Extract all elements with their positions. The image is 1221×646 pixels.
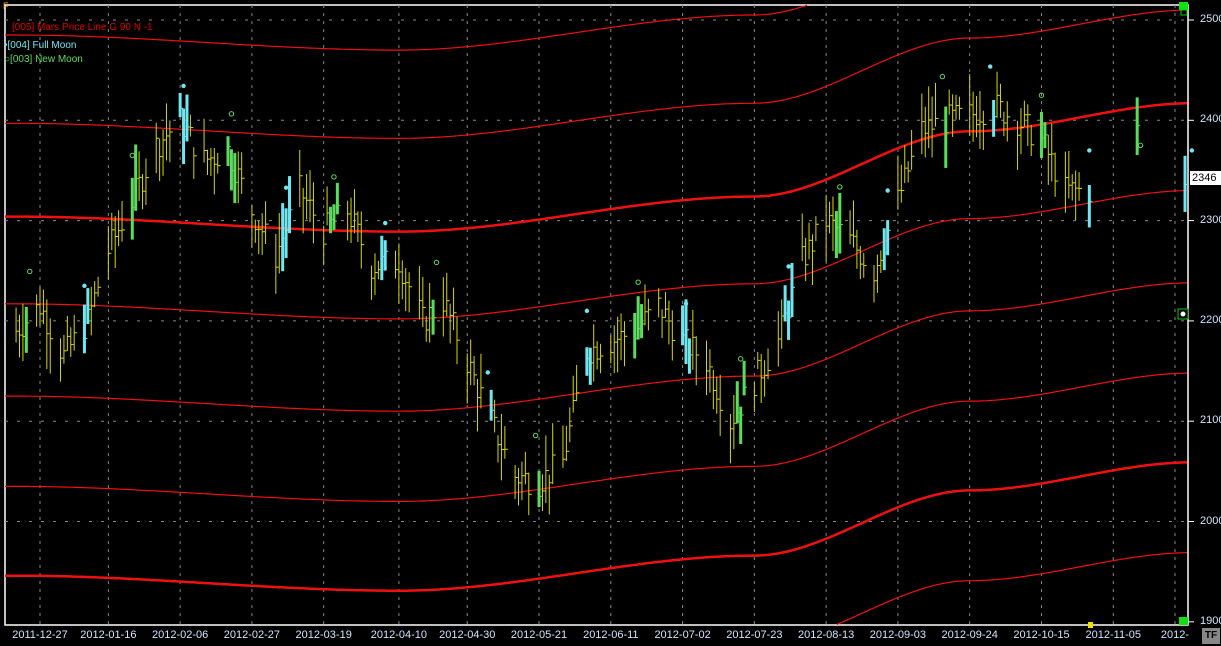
new-moon-marker [837,184,843,190]
y-tick-label: 2500 [1200,13,1221,25]
mars-price-line [5,282,1188,412]
full-moon-icon: • [4,40,8,51]
scroll-bottom-handle [1179,617,1188,625]
new-moon-marker [1038,92,1045,98]
full-moon-marker [82,283,87,288]
legend-new-moon: ○[003] New Moon [4,54,83,65]
mars-price-line [5,9,1187,139]
y-tick-label: 2000 [1200,514,1221,527]
full-moon-marker [786,264,791,269]
x-tick-label: 2011-12-27 [12,629,68,641]
new-moon-marker [331,174,337,180]
last-price-label: 2346 [1190,171,1221,185]
legend-label: [005] Mars Price Line G 90 N -1 [12,22,153,33]
x-tick-label: 2012-04-30 [439,629,496,641]
new-moon-marker [532,432,539,439]
mars-price-line [5,4,808,51]
chart-flag-label: F [3,1,9,11]
price-marker-icon [1179,310,1187,318]
timeframe-button[interactable]: TF [1202,628,1220,644]
plot-frame [4,4,1189,626]
full-moon-marker [1189,148,1195,153]
full-moon-marker [885,188,890,193]
mars-price-line [5,372,1187,502]
new-moon-marker [27,268,33,275]
x-tick-label: 2012-10-15 [1013,629,1070,641]
legend-label: [003] New Moon [10,54,83,65]
new-moon-marker [635,279,641,285]
full-moon-marker [283,185,289,190]
scroll-top-handle [1179,2,1188,10]
new-moon-marker [939,73,946,80]
x-tick-label: 2012-07-02 [654,629,711,641]
full-moon-marker [988,64,993,69]
new-moon-marker [737,356,744,362]
new-moon-marker [129,152,135,159]
y-tick-label: 2300 [1200,213,1221,226]
x-tick-label: 2012-02-06 [151,629,209,641]
full-moon-marker [181,83,186,89]
x-tick-label: 2012- [1160,629,1190,641]
y-tick-label: 1900 [1200,614,1221,627]
full-moon-marker [485,370,490,375]
y-tick-label: 2200 [1200,313,1221,326]
legend-mars-price-line: [005] Mars Price Line G 90 N -1 [4,22,153,33]
new-moon-icon: ○ [4,54,11,65]
x-tick-label: 2012-11-05 [1085,629,1141,641]
x-tick-label: 2012-03-19 [295,629,352,641]
mars-price-line [5,102,1187,233]
scroll-top-icon [1180,9,1188,16]
x-tick-label: 2012-09-03 [869,629,927,641]
new-moon-marker [433,259,440,266]
y-tick-label: 2100 [1200,414,1221,427]
full-moon-marker [1087,148,1092,153]
x-tick-label: 2012-05-21 [510,629,568,641]
new-moon-marker [228,111,235,117]
x-tick-label: 2012-02-27 [223,629,281,641]
x-tick-label: 2012-06-11 [583,629,639,641]
time-cursor-marker [1088,622,1093,628]
full-moon-marker [383,220,388,226]
x-tick-label: 2012-04-10 [370,629,428,641]
full-moon-marker [683,301,689,306]
x-tick-label: 2012-08-13 [797,629,855,641]
x-tick-label: 2012-09-24 [941,629,998,641]
y-tick-label: 2400 [1200,113,1221,126]
new-moon-marker [1137,142,1144,149]
legend-label: [004] Full Moon [7,40,77,51]
full-moon-marker [584,308,590,314]
x-tick-label: 2012-01-16 [80,629,137,641]
mars-price-line [836,552,1188,625]
mars-price-line [5,461,1187,592]
legend-full-moon: •[004] Full Moon [4,40,76,51]
mars-price-line [5,189,1188,320]
x-tick-label: 2012-07-23 [726,629,783,641]
